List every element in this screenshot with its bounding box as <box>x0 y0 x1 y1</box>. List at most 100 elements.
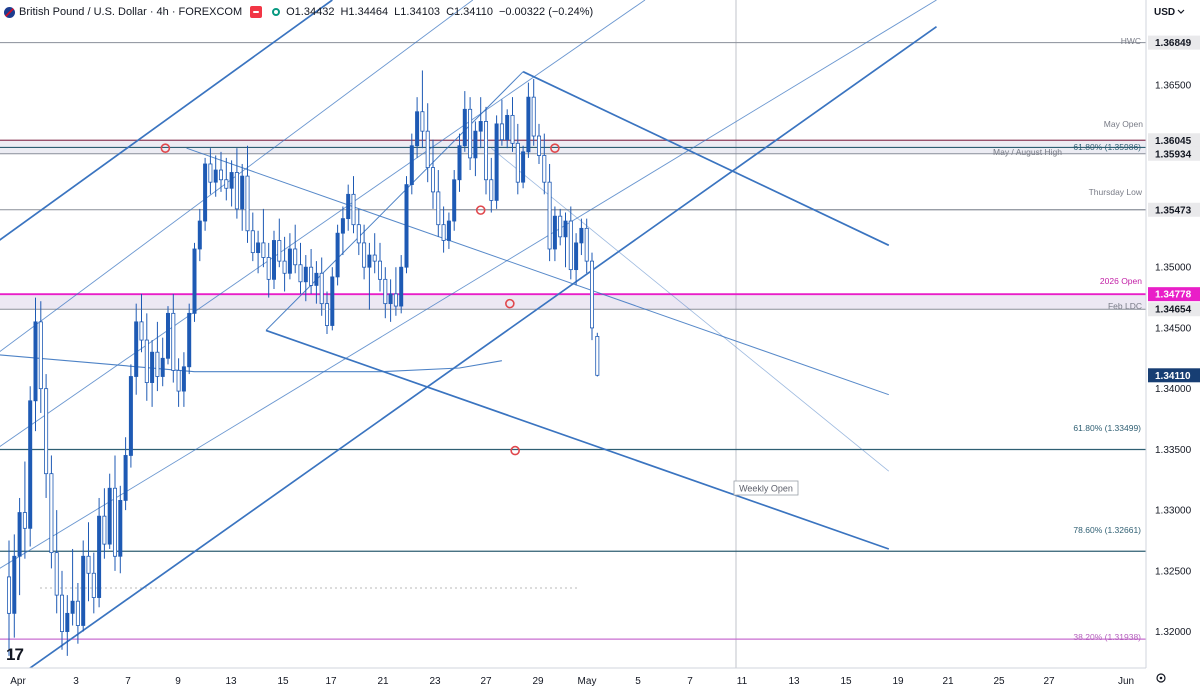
candle <box>457 133 462 192</box>
candle-body <box>367 254 372 268</box>
candle-body <box>542 155 547 183</box>
candle <box>86 522 91 602</box>
candle-body <box>181 366 186 392</box>
candle <box>574 233 579 286</box>
x-tick-label: 15 <box>840 676 852 687</box>
candle-body <box>12 555 17 614</box>
level-label-HWC: HWC <box>1121 36 1141 46</box>
level-label-may-august-high: May / August High <box>993 147 1062 157</box>
touch-marker <box>475 205 486 215</box>
level-label-fib-618-lower: 61.80% (1.33499) <box>1073 423 1141 433</box>
candle <box>489 157 494 213</box>
candle-body <box>97 515 102 598</box>
candle-body <box>102 515 107 545</box>
candle <box>404 176 409 274</box>
candle-body <box>579 227 584 244</box>
candle <box>224 157 229 201</box>
price-badge-bg <box>1148 146 1200 161</box>
x-tick-label: 5 <box>635 676 641 687</box>
tradingview-logo[interactable]: 17 <box>6 645 24 664</box>
candle <box>113 455 118 571</box>
settings-gear-icon[interactable] <box>1156 673 1166 683</box>
candle-body <box>515 142 520 183</box>
candle-body <box>44 388 49 475</box>
candle <box>568 206 573 280</box>
candle <box>12 534 17 638</box>
candle <box>134 303 139 395</box>
candle-body <box>409 145 414 186</box>
candle-body <box>134 321 139 377</box>
candle-body <box>144 339 149 383</box>
x-tick-label: 13 <box>788 676 800 687</box>
candle <box>171 293 176 383</box>
symbol-title[interactable]: British Pound / U.S. Dollar · 4h · FOREX… <box>19 6 243 18</box>
y-tick-label: 1.36500 <box>1155 81 1192 92</box>
remove-icon[interactable] <box>250 6 263 18</box>
candle <box>213 155 218 197</box>
candle <box>208 148 213 195</box>
weekly-open-label: Weekly Open <box>733 480 799 496</box>
candle <box>505 109 510 149</box>
candle <box>483 106 488 195</box>
candle <box>393 267 398 316</box>
candle <box>473 121 478 177</box>
candle-body <box>478 121 483 132</box>
candle-body <box>372 254 377 262</box>
x-tick-label: 21 <box>377 676 389 687</box>
x-tick-label: 27 <box>480 676 492 687</box>
candle <box>187 303 192 375</box>
candle-body <box>128 376 133 456</box>
candle <box>266 242 271 298</box>
candle-body <box>537 135 542 156</box>
touch-marker <box>510 445 520 456</box>
candle-body <box>425 130 430 169</box>
candle <box>70 548 75 626</box>
candle <box>81 540 86 632</box>
candle <box>436 170 441 237</box>
market-open-icon <box>272 8 281 16</box>
candle-body <box>547 181 552 250</box>
x-tick-label: 23 <box>429 676 441 687</box>
candle <box>107 473 112 549</box>
candle <box>388 279 393 322</box>
candle <box>22 461 27 559</box>
candle <box>521 145 526 189</box>
candle-body <box>165 312 170 359</box>
candle-body <box>351 193 356 226</box>
ascending-channel-lower <box>0 26 937 689</box>
candle-body <box>261 242 266 258</box>
candle <box>139 293 144 353</box>
open-ldc-band <box>0 294 1146 310</box>
candle-body <box>346 193 351 220</box>
candle <box>181 352 186 407</box>
price-badge-text: 1.36045 <box>1155 136 1192 147</box>
candle-body <box>54 552 59 596</box>
candle <box>542 133 547 195</box>
candle-body <box>420 111 425 132</box>
candle-body <box>28 400 33 529</box>
y-tick-label: 1.35000 <box>1155 263 1192 274</box>
candle <box>60 570 65 650</box>
candle-body <box>7 576 12 614</box>
candle-body <box>526 96 531 153</box>
level-label-fib-786: 78.60% (1.32661) <box>1073 525 1141 535</box>
level-labels: HWC May Open 61.80% (1.35986) May / August … <box>733 36 1143 642</box>
candle <box>240 163 245 231</box>
candle <box>351 176 356 234</box>
level-label-2026-open: 2026 Open <box>1100 276 1142 286</box>
candle <box>250 212 255 262</box>
descending-parallel-lower <box>491 147 890 472</box>
ohlc-change: −0.00322 (−0.24%) <box>498 6 594 18</box>
candle <box>595 332 600 377</box>
candle-body <box>383 278 388 305</box>
candle-body <box>192 248 197 314</box>
candle <box>91 552 96 614</box>
candle <box>38 301 43 413</box>
gbp-usd-flag-icon <box>4 6 15 18</box>
candle-body <box>521 151 526 183</box>
candle <box>287 233 292 280</box>
candle <box>160 337 165 387</box>
price-badge-text: 1.34654 <box>1155 305 1192 316</box>
candle <box>441 206 446 253</box>
